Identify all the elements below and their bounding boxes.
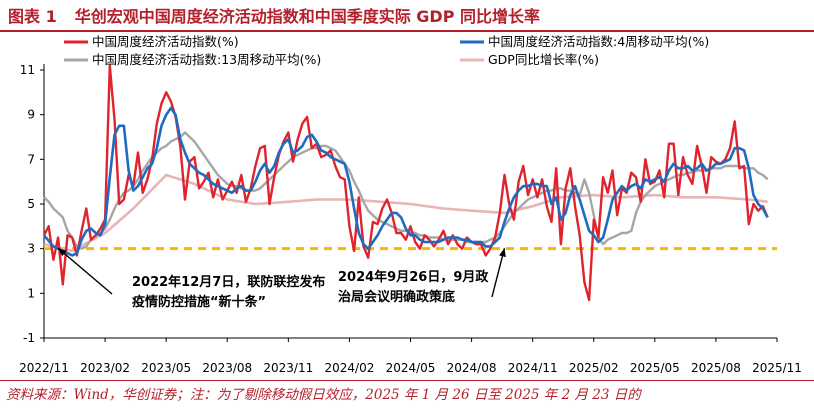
x-tick-label: 2023/05 bbox=[141, 361, 191, 375]
y-tick-label: 9 bbox=[27, 108, 35, 122]
x-tick-label: 2025/08 bbox=[691, 361, 741, 375]
x-tick-label: 2025/05 bbox=[630, 361, 680, 375]
y-tick-label: 3 bbox=[27, 242, 35, 256]
x-tick-label: 2023/08 bbox=[202, 361, 252, 375]
title-divider bbox=[0, 30, 814, 32]
legend-label-ma13: 中国周度经济活动指数:13周移动平均(%) bbox=[92, 52, 321, 67]
chart-container: -1 1 3 5 7 9 11 2022/11 2023/02 2023/05 2023/08 202… bbox=[0, 32, 814, 380]
x-tick-label: 2024/05 bbox=[386, 361, 436, 375]
x-tick-label: 2024/08 bbox=[447, 361, 497, 375]
annotation-arrow bbox=[491, 248, 506, 298]
annotation-arrowhead bbox=[499, 248, 506, 258]
x-tick-label: 2024/11 bbox=[508, 361, 558, 375]
annotation-arrowhead bbox=[58, 248, 67, 257]
annotation-text: 2022年12月7日，联防联控发布 bbox=[132, 274, 325, 290]
figure-title: 图表 1 华创宏观中国周度经济活动指数和中国季度实际 GDP 同比增长率 bbox=[8, 2, 540, 28]
x-tick-label: 2023/02 bbox=[80, 361, 130, 375]
source-note: 资料来源：Wind，华创证券；注：为了剔除移动假日效应，2025 年 1 月 2… bbox=[6, 387, 641, 403]
legend-label-ma4: 中国周度经济活动指数:4周移动平均(%) bbox=[488, 34, 709, 49]
series-line-weekly bbox=[42, 64, 769, 302]
legend-label-weekly: 中国周度经济活动指数(%) bbox=[92, 34, 239, 49]
y-tick-label: 11 bbox=[20, 63, 35, 77]
y-tick-label: 1 bbox=[27, 286, 35, 300]
source-divider bbox=[0, 380, 814, 381]
y-tick-label: -1 bbox=[23, 331, 35, 345]
x-tick-label: 2024/02 bbox=[324, 361, 374, 375]
line-chart: -1 1 3 5 7 9 11 2022/11 2023/02 2023/05 2023/08 202… bbox=[19, 34, 802, 375]
x-tick-label: 2022/11 bbox=[19, 361, 69, 375]
figure-number: 图表 1 bbox=[8, 7, 57, 26]
annotation-text: 疫情防控措施“新十条” bbox=[132, 294, 266, 310]
y-tick-label: 7 bbox=[27, 152, 35, 166]
x-tick-label: 2025/11 bbox=[752, 361, 802, 375]
figure-title-text: 华创宏观中国周度经济活动指数和中国季度实际 GDP 同比增长率 bbox=[74, 7, 541, 26]
series-line-gdp bbox=[43, 173, 768, 253]
annotation-arrow bbox=[57, 247, 113, 295]
y-tick-label: 5 bbox=[27, 197, 35, 211]
legend-label-gdp: GDP同比增长率(%) bbox=[488, 52, 599, 67]
series-line-ma4 bbox=[43, 106, 769, 257]
annotation-text: 2024年9月26日，9月政 bbox=[338, 269, 489, 285]
x-tick-label: 2023/11 bbox=[263, 361, 313, 375]
x-tick-label: 2025/02 bbox=[569, 361, 619, 375]
annotation-text: 治局会议明确政策底 bbox=[338, 289, 455, 305]
